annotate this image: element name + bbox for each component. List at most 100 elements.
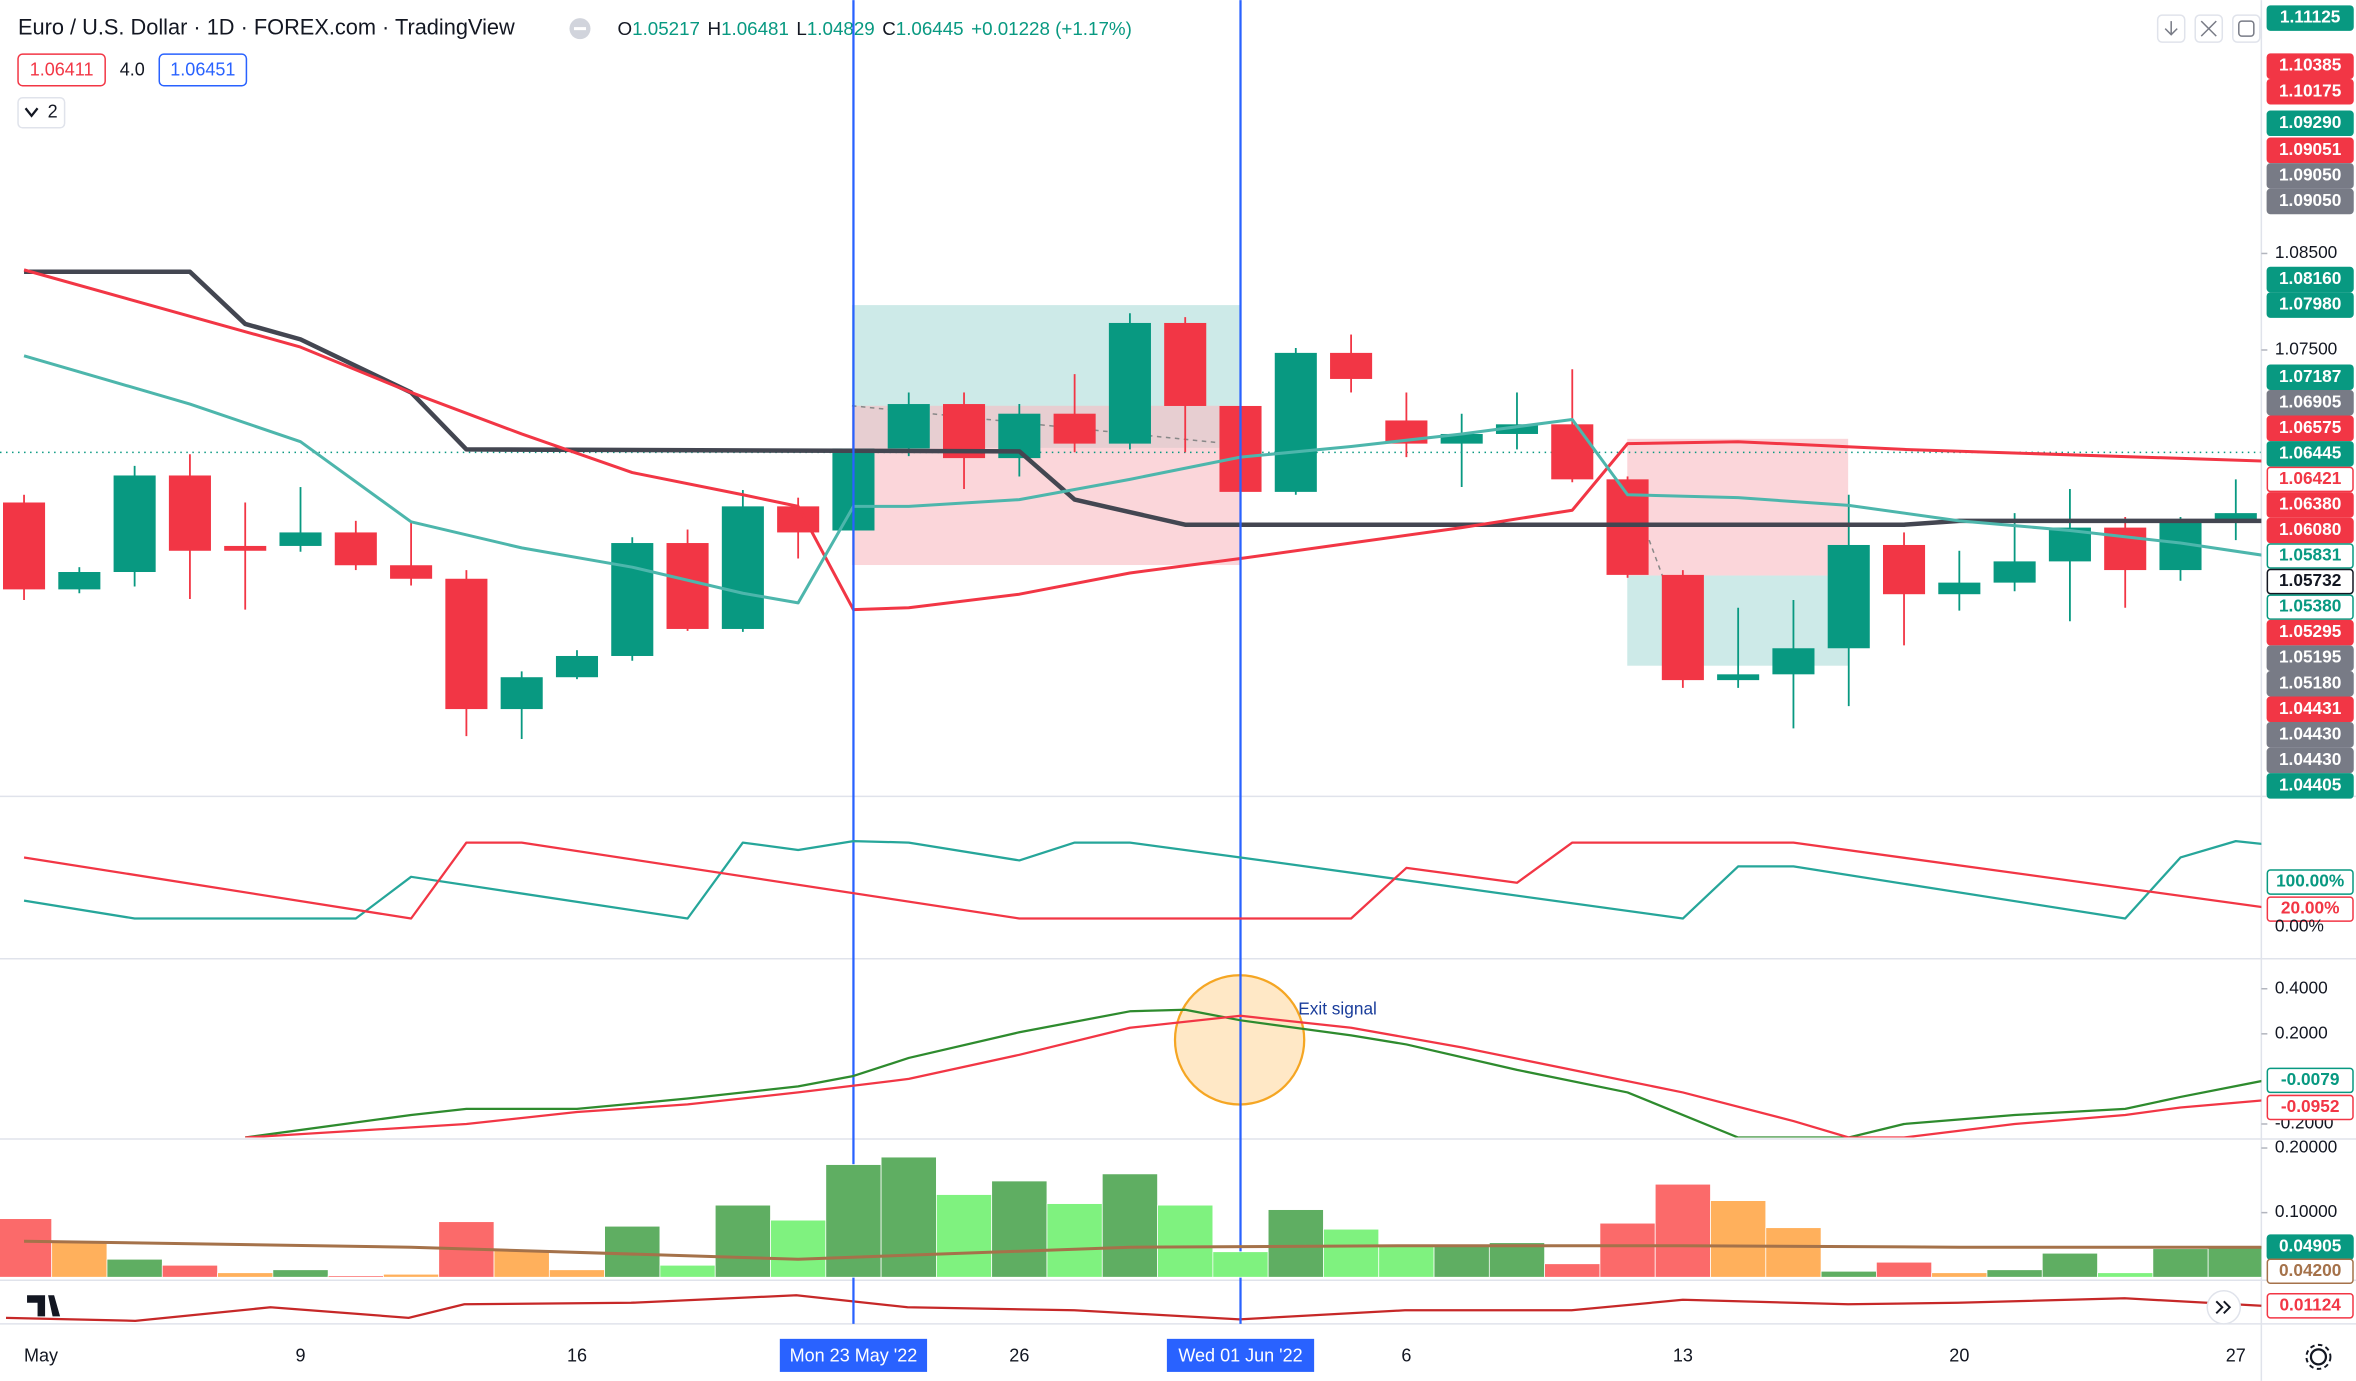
- price-label: 1.05180: [2279, 672, 2341, 692]
- price-label: 0.00%: [2275, 916, 2324, 936]
- price-label: 1.07187: [2279, 366, 2341, 386]
- price-label: 1.08160: [2279, 268, 2341, 288]
- y-tick-label: 0.2000: [2275, 1022, 2328, 1042]
- settings-button[interactable]: [2309, 1348, 2328, 1366]
- candle-body: [1108, 322, 1151, 444]
- date-badge: [779, 1338, 928, 1372]
- price-label: 1.09051: [2279, 139, 2342, 159]
- bid-box[interactable]: [17, 53, 106, 87]
- price-badge: [2266, 896, 2354, 922]
- candle-body: [1882, 544, 1926, 595]
- candle-body: [58, 572, 101, 590]
- price-badge: [2266, 696, 2354, 723]
- volume-bar: [880, 1156, 937, 1278]
- candle-body: [1551, 424, 1594, 480]
- indicator-count: 2: [48, 102, 58, 122]
- ohlc-value: 1.04829: [807, 18, 875, 39]
- volume-bar: [1765, 1227, 1822, 1278]
- price-label: 0.04200: [2279, 1260, 2341, 1280]
- scroll-button[interactable]: [2206, 1290, 2242, 1325]
- candle-body: [1053, 413, 1096, 444]
- volume-bar: [2152, 1248, 2209, 1278]
- candle-body: [1274, 352, 1317, 492]
- price-label: -0.0952: [2281, 1096, 2340, 1116]
- price-badge: [2266, 78, 2354, 105]
- ask: 1.06451: [170, 59, 235, 79]
- y-tick-label: 0.10000: [2275, 1201, 2337, 1221]
- candle-body: [1938, 582, 1981, 595]
- volume-bar: [659, 1264, 716, 1278]
- candle-body: [1772, 648, 1815, 675]
- status-icon-bar: [573, 27, 586, 31]
- price-badge: [2266, 441, 2354, 467]
- volume-bar: [1157, 1204, 1214, 1278]
- price-label: 1.05295: [2279, 621, 2342, 641]
- candle-body: [390, 565, 433, 579]
- price-label: 1.06380: [2279, 493, 2341, 513]
- x-tick-label: 20: [1949, 1346, 1969, 1366]
- y-tick-label: 1.08500: [2275, 242, 2337, 262]
- x-tick-label: May: [24, 1346, 58, 1366]
- indicator-line: [245, 1008, 2262, 1138]
- candle-body: [555, 655, 599, 678]
- volume-bar: [1876, 1261, 1933, 1278]
- price-badge: [2266, 619, 2354, 646]
- ohlc-legend: O1.05217 H1.06481 L1.04829 C1.06445 +0.01228…: [618, 18, 1132, 39]
- price-label: 1.04430: [2279, 723, 2341, 743]
- candle-body: [1717, 674, 1760, 681]
- price-badge: [2266, 543, 2354, 569]
- strip-indicator: [5, 1294, 2262, 1322]
- indicator-line: [23, 839, 2262, 920]
- price-badge: [2266, 492, 2354, 518]
- x-tick-label: 13: [1673, 1346, 1693, 1366]
- ohlc-key: O: [618, 18, 633, 39]
- price-label: -0.0079: [2281, 1069, 2340, 1089]
- price-badge: [2266, 137, 2354, 164]
- volume-bar: [161, 1264, 218, 1278]
- icon: [2200, 20, 2217, 37]
- candle-body: [2214, 513, 2257, 522]
- price-label: 100.00%: [2276, 871, 2344, 891]
- price-label: 1.04431: [2279, 698, 2342, 718]
- volume-bar: [548, 1269, 606, 1278]
- price-badge: [2266, 292, 2354, 318]
- candle-body: [721, 506, 764, 629]
- indicators-toggle[interactable]: [17, 96, 66, 129]
- icon: [2238, 20, 2255, 37]
- icon: [2164, 21, 2178, 36]
- price-label: 0.04905: [2279, 1236, 2342, 1256]
- volume-bar: [1378, 1245, 1435, 1278]
- indicator-line: [24, 269, 2262, 527]
- ohlc-key: L: [796, 18, 806, 39]
- candle-body: [500, 677, 543, 710]
- candle-body: [1827, 544, 1870, 649]
- ask-box[interactable]: [158, 53, 248, 87]
- x-tick-label: 16: [567, 1346, 587, 1366]
- price-label: 1.05831: [2279, 545, 2342, 565]
- button-maximize[interactable]: [2232, 14, 2261, 43]
- candle-body: [1164, 322, 1207, 406]
- price-badge: [2266, 568, 2354, 595]
- volume-bar: [1820, 1270, 1877, 1278]
- pane: [0, 1156, 2262, 1278]
- price-label: 1.11125: [2280, 7, 2341, 27]
- price-badge: [2266, 389, 2354, 416]
- loss-zone: [1627, 438, 1849, 576]
- price-badge: [2266, 415, 2354, 442]
- price-badge: [2266, 466, 2354, 493]
- volume-bar: [825, 1164, 882, 1278]
- price-label: 1.10175: [2279, 80, 2342, 100]
- ohlc-value: 1.05217: [632, 18, 700, 39]
- candle-body: [1330, 352, 1373, 379]
- ohlc-key: H: [708, 18, 722, 39]
- candle-body: [3, 502, 46, 590]
- price-label: 1.05195: [2279, 647, 2342, 667]
- price-badge: [2266, 110, 2354, 137]
- volume-bar: [1544, 1263, 1601, 1278]
- volume-bar: [1986, 1269, 2043, 1278]
- candle-body: [777, 506, 820, 533]
- price-label: 1.09050: [2279, 190, 2341, 210]
- y-tick-label: 0.4000: [2275, 977, 2328, 997]
